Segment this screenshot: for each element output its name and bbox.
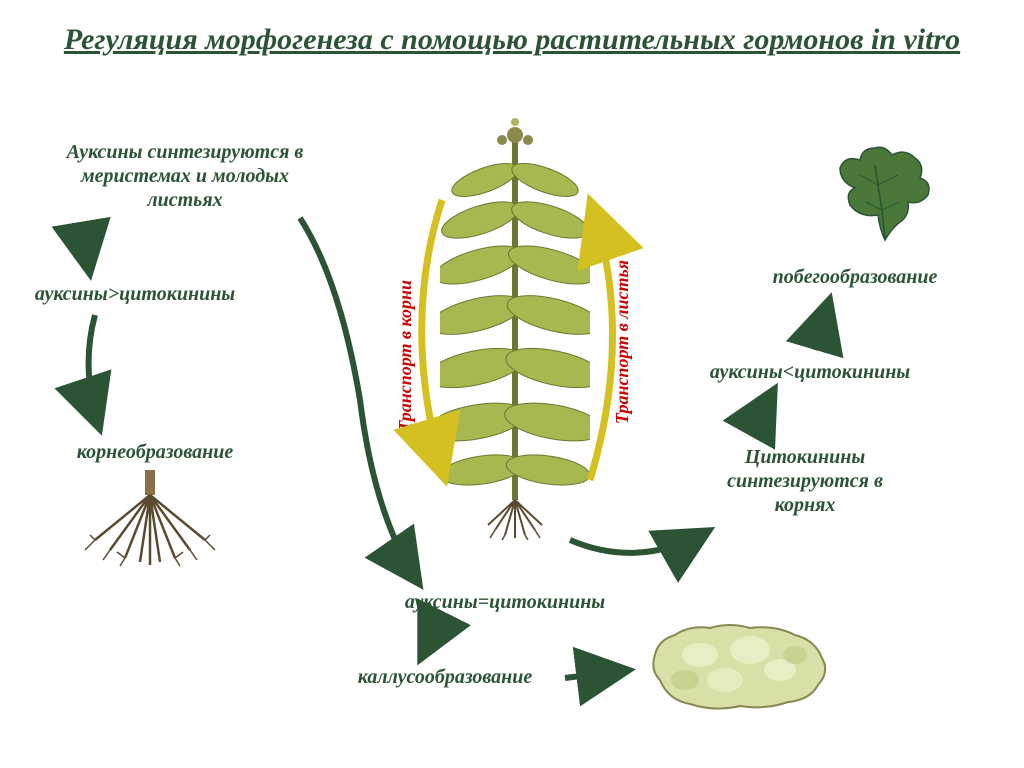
aux-eq-cyt-label: ауксины=цитокинины <box>390 590 620 614</box>
root-illustration <box>75 470 225 570</box>
leaf-illustration <box>820 140 950 250</box>
aux-gt-cyt-label: ауксины>цитокинины <box>20 282 250 306</box>
cyt-synthesis-label: Цитокинины синтезируются в корнях <box>695 445 915 517</box>
callus-formation-label: каллусообразование <box>330 665 560 689</box>
root-formation-label: корнеобразование <box>55 440 255 464</box>
transport-roots-label: Транспорт в корни <box>395 280 416 432</box>
auxin-synthesis-label: Ауксины синтезируются в меристемах и мол… <box>45 140 325 212</box>
diagram-title: Регуляция морфогенеза с помощью растител… <box>51 20 973 59</box>
transport-leaves-label: Транспорт в листья <box>612 260 633 424</box>
aux-lt-cyt-label: ауксины<цитокинины <box>695 360 925 384</box>
shoot-formation-label: побегообразование <box>740 265 970 289</box>
plant-illustration <box>440 110 590 540</box>
callus-illustration <box>640 610 840 720</box>
